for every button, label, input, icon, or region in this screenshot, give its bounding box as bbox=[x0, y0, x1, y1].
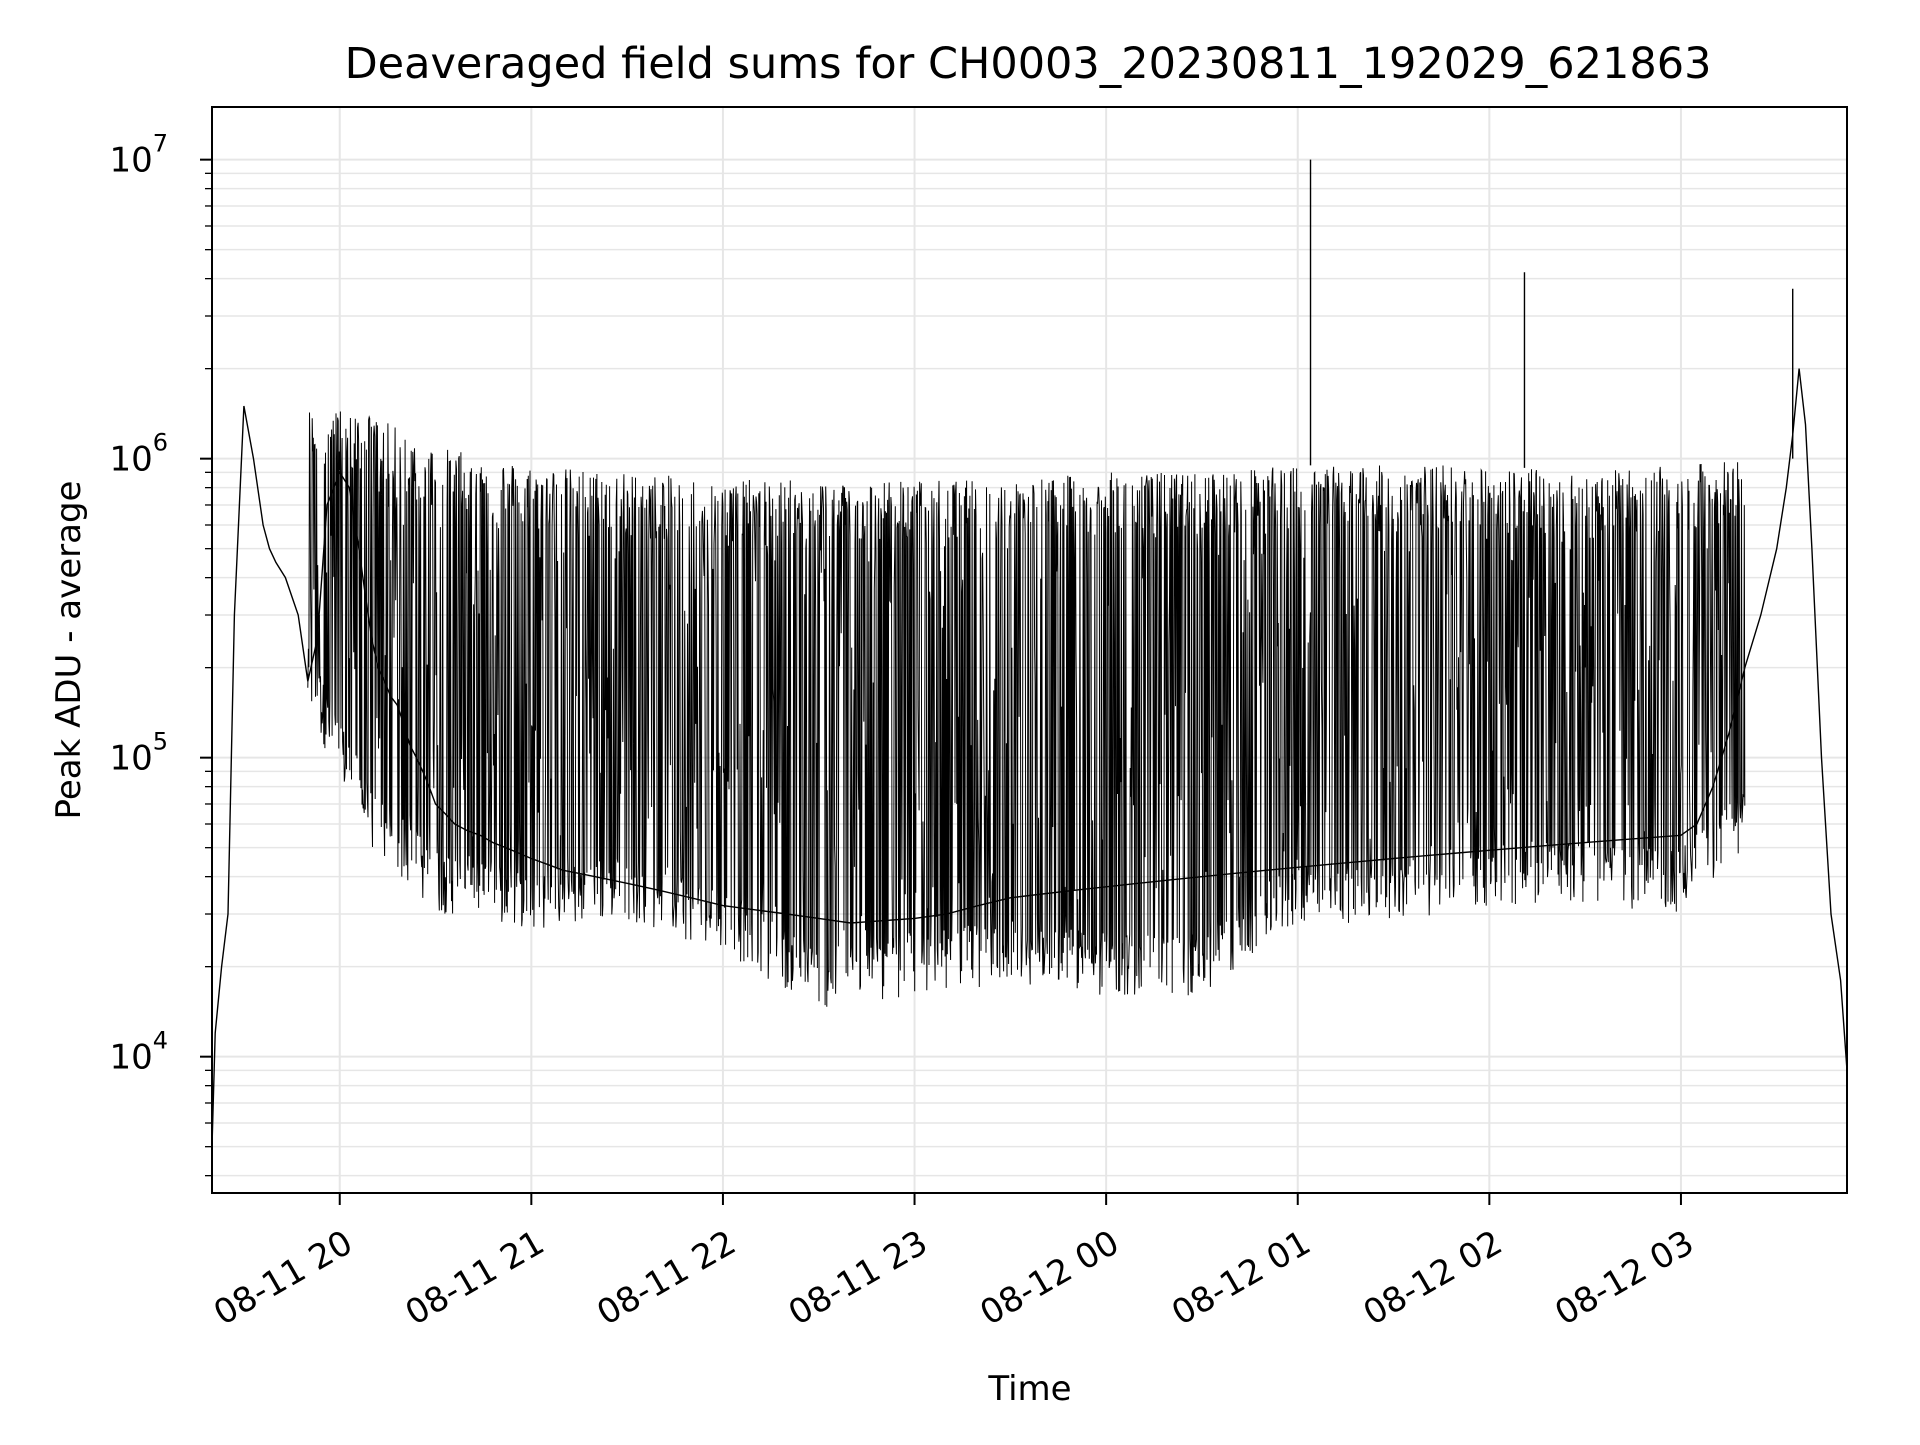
series-layer bbox=[211, 159, 1848, 1147]
x-tick-label: 08-11 22 bbox=[590, 1223, 742, 1334]
x-tick-label: 08-11 23 bbox=[782, 1223, 934, 1334]
plot-frame bbox=[211, 106, 1848, 1194]
y-axis-ticks: 104 105 106 107 bbox=[109, 130, 212, 1078]
y-tick-label: 107 bbox=[109, 130, 168, 181]
x-tick-label: 08-12 02 bbox=[1357, 1223, 1509, 1334]
x-tick-label: 08-11 20 bbox=[207, 1223, 359, 1334]
x-tick-label: 08-12 00 bbox=[974, 1223, 1126, 1334]
x-axis-label: Time bbox=[987, 1369, 1071, 1409]
y-tick-label: 106 bbox=[109, 429, 168, 480]
y-tick-label: 105 bbox=[109, 728, 168, 779]
x-tick-label: 08-12 01 bbox=[1165, 1223, 1317, 1334]
y-axis-label: Peak ADU - average bbox=[49, 481, 89, 820]
x-axis-ticks: 08-11 20 08-11 21 08-11 22 08-11 23 08-12 00… bbox=[207, 1193, 1701, 1334]
chart-title: Deaveraged field sums for CH0003_2023081… bbox=[345, 39, 1712, 89]
x-tick-label: 08-11 21 bbox=[399, 1223, 551, 1334]
series-fluctuation-line bbox=[307, 411, 1746, 1007]
y-tick-label: 104 bbox=[109, 1027, 168, 1078]
x-tick-label: 08-12 03 bbox=[1548, 1223, 1700, 1334]
